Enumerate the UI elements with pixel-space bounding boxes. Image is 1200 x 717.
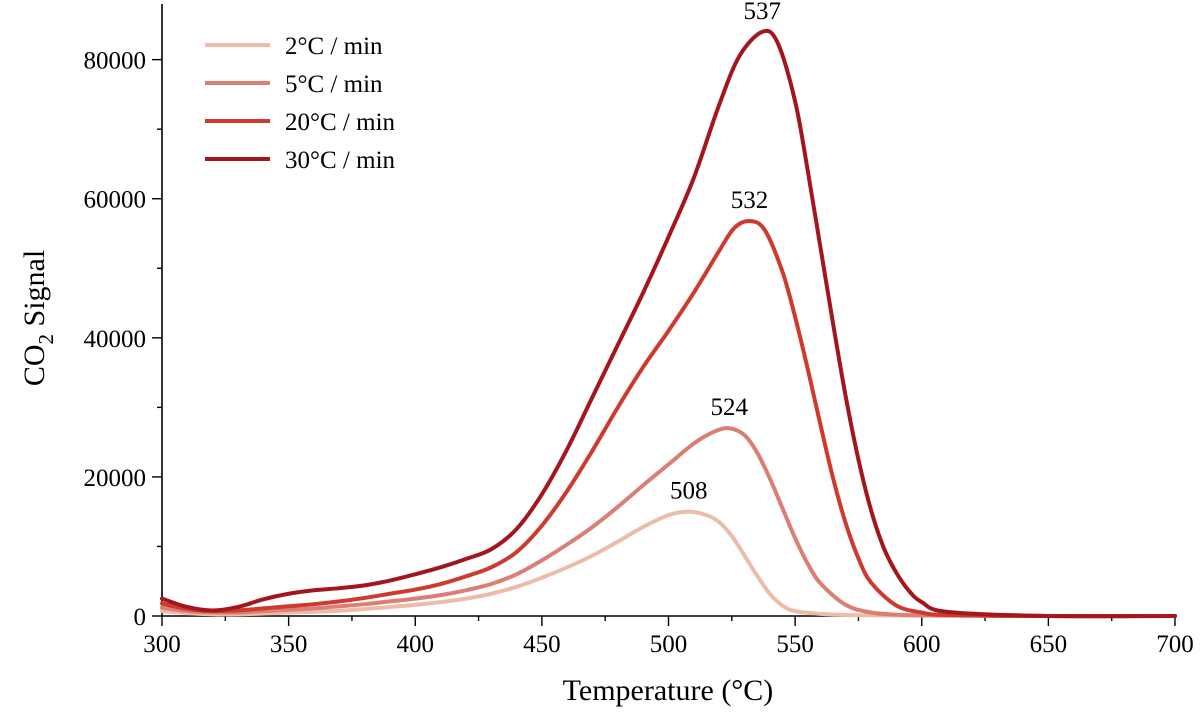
axes: 300 350 400 450 500 550 600 650 700 0 20000 40000 60… (84, 4, 1194, 658)
y-tick-label: 40000 (84, 326, 147, 353)
series-lines (160, 28, 1177, 619)
legend-label-2: 5°C / min (285, 71, 383, 98)
x-tick-label: 450 (523, 631, 561, 658)
peak-label-3: 532 (731, 187, 769, 214)
y-tick-label: 0 (134, 604, 147, 631)
y-tick-label: 80000 (84, 48, 147, 75)
x-tick-label: 550 (776, 631, 814, 658)
series-line-3 (160, 218, 1177, 619)
y-axis-title-rest: Signal (18, 250, 51, 334)
y-axis-title-main: CO (18, 344, 51, 386)
x-axis-title: Temperature (°C) (563, 674, 774, 707)
peak-labels: 508 524 532 537 (670, 0, 781, 505)
x-tick-label: 700 (1156, 631, 1194, 658)
x-tick-label: 350 (270, 631, 308, 658)
legend: 2°C / min 5°C / min 20°C / min 30°C / min (205, 33, 396, 174)
x-tick-label: 300 (143, 631, 181, 658)
y-axis-title-subscript: 2 (34, 334, 58, 345)
series-line-1 (160, 509, 1177, 619)
x-tick-label: 500 (650, 631, 688, 658)
legend-label-1: 2°C / min (285, 33, 383, 60)
series-line-4 (160, 28, 1177, 619)
x-tick-label: 650 (1030, 631, 1068, 658)
y-tick-label: 60000 (84, 187, 147, 214)
x-tick-label: 400 (397, 631, 435, 658)
legend-label-4: 30°C / min (285, 147, 396, 174)
legend-label-3: 20°C / min (285, 109, 396, 136)
x-tick-label: 600 (903, 631, 941, 658)
peak-label-1: 508 (670, 478, 708, 505)
peak-label-4: 537 (743, 0, 781, 25)
y-axis-title: CO2 Signal (18, 250, 58, 386)
y-tick-label: 20000 (84, 465, 147, 492)
series-line-2 (160, 426, 1177, 619)
peak-label-2: 524 (711, 394, 749, 421)
